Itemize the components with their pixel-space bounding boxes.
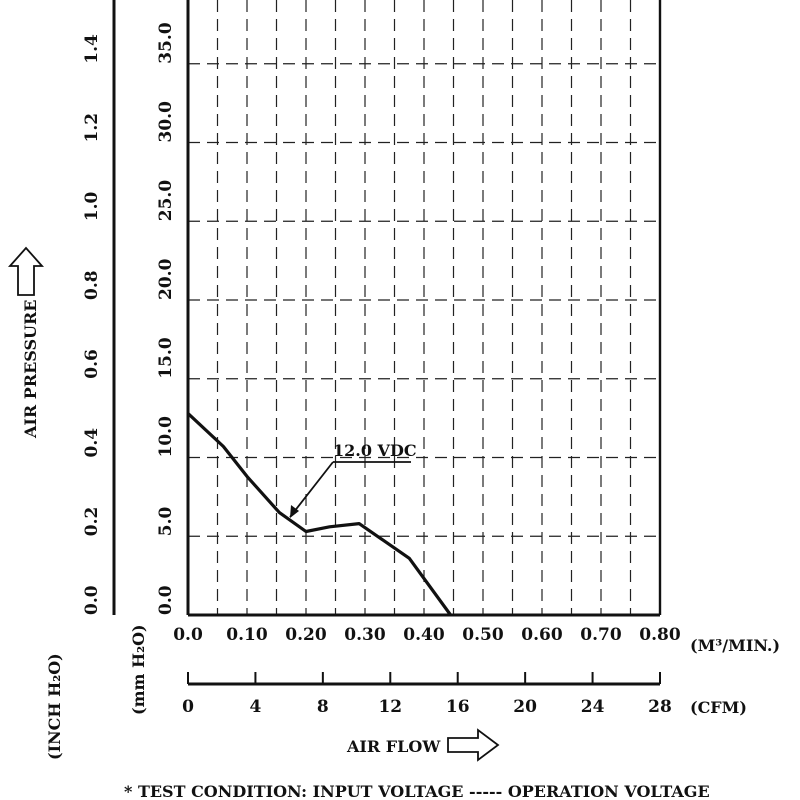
y-tick-label-mm: 15.0 (156, 337, 176, 379)
tick-labels: 0 4 8 12 16 20 24 280.0 0.10 0.20 0.30 0.40 0.50 0.60… (82, 22, 681, 717)
cfm-tick-label: 4 (250, 697, 262, 717)
x-tick-label: 0.60 (521, 625, 563, 645)
x-unit-secondary: (CFM) (690, 698, 747, 717)
x-tick-label: 0.40 (403, 625, 445, 645)
y-tick-label-inch: 1.0 (82, 192, 102, 222)
right-arrow-icon (447, 728, 500, 762)
y-tick-label-mm: 0.0 (156, 585, 176, 615)
annotation-label: 12.0 VDC (333, 441, 417, 460)
series-line-12vdc (186, 412, 452, 616)
y-tick-label-mm: 10.0 (156, 416, 176, 458)
cfm-tick-label: 28 (648, 697, 672, 717)
cfm-tick-label: 20 (513, 697, 537, 717)
x-tick-label: 0.30 (344, 625, 386, 645)
y-tick-label-mm: 20.0 (156, 258, 176, 300)
grid-lines (188, 0, 660, 615)
x-tick-label: 0.10 (226, 625, 268, 645)
y-unit-mm: (mm H₂O) (129, 624, 148, 715)
y-tick-label-mm: 30.0 (156, 101, 176, 143)
cfm-tick-label: 8 (317, 697, 329, 717)
x-tick-label: 0.50 (462, 625, 504, 645)
y-tick-label-mm: 35.0 (156, 22, 176, 64)
x-tick-label: 0.70 (580, 625, 622, 645)
annotation-leader-line (289, 461, 411, 518)
cfm-tick-label: 12 (378, 697, 402, 717)
cfm-tick-label: 16 (446, 697, 470, 717)
x-tick-label: 0.20 (285, 625, 327, 645)
y-tick-label-mm: 25.0 (156, 180, 176, 222)
y-tick-label-inch: 0.8 (82, 270, 102, 300)
cfm-tick-label: 24 (581, 697, 605, 717)
up-arrow-icon (7, 246, 45, 296)
x-tick-label: 0.0 (173, 625, 203, 645)
x-axis-label: AIR FLOW (346, 737, 441, 756)
y-unit-inch: (INCH H₂O) (45, 653, 64, 760)
y-axis-label: AIR PRESSURE (21, 300, 40, 440)
cfm-tick-label: 0 (182, 697, 194, 717)
y-tick-label-inch: 0.6 (82, 349, 102, 379)
y-tick-label-inch: 1.4 (82, 34, 102, 64)
x-tick-label: 0.80 (639, 625, 681, 645)
y-tick-label-inch: 0.4 (82, 428, 102, 458)
y-tick-label-inch: 0.2 (82, 507, 102, 537)
axes (112, 0, 662, 686)
y-tick-label-inch: 0.0 (82, 585, 102, 615)
x-unit-primary: (M³/MIN.) (690, 636, 780, 655)
test-condition-footnote: * TEST CONDITION: INPUT VOLTAGE ----- OP… (124, 782, 710, 800)
annotation-arrow-head (290, 505, 299, 518)
y-tick-label-mm: 5.0 (156, 507, 176, 537)
data-series (186, 412, 452, 616)
y-tick-label-inch: 1.2 (82, 113, 102, 143)
